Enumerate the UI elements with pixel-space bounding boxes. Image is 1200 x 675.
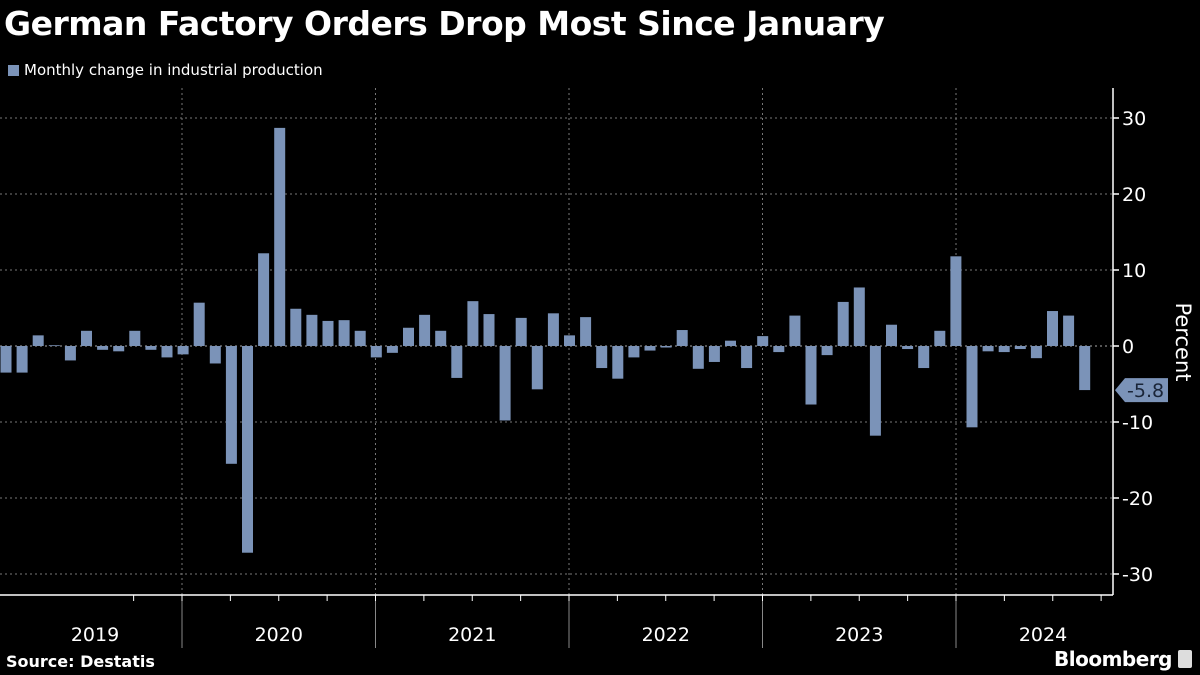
bar xyxy=(773,346,785,353)
y-tick-label: -30 xyxy=(1122,564,1153,586)
bar xyxy=(177,346,189,355)
bar xyxy=(290,308,302,346)
bar xyxy=(274,127,286,346)
bar xyxy=(483,314,495,346)
bar xyxy=(805,346,817,405)
bar xyxy=(16,346,28,373)
bar xyxy=(741,346,753,369)
bar xyxy=(708,346,720,362)
bar xyxy=(306,314,318,346)
last-value-callout xyxy=(1115,378,1168,403)
bar xyxy=(564,335,575,346)
bar xyxy=(1014,346,1026,350)
brand-name: Bloomberg xyxy=(1054,647,1172,671)
bar xyxy=(161,346,173,358)
bar xyxy=(515,317,527,346)
x-tick-label-year: 2023 xyxy=(835,624,883,646)
bar xyxy=(48,345,60,347)
bar xyxy=(193,302,205,346)
bar xyxy=(242,346,253,553)
bar xyxy=(97,346,109,350)
bar xyxy=(403,327,414,346)
y-axis-label: Percent xyxy=(1171,302,1195,381)
legend-label: Monthly change in industrial production xyxy=(24,61,323,79)
x-tick-label-year: 2019 xyxy=(71,624,119,646)
last-value-label: -5.8 xyxy=(1127,380,1164,402)
bar xyxy=(596,346,608,369)
bloomberg-logo: Bloomberg xyxy=(1054,647,1192,671)
bar xyxy=(113,346,125,352)
bar xyxy=(1030,346,1042,359)
bar xyxy=(676,330,688,346)
bar xyxy=(370,346,382,358)
legend: Monthly change in industrial production xyxy=(8,61,323,79)
bar xyxy=(660,346,672,348)
bar xyxy=(386,346,398,353)
bar xyxy=(209,346,221,364)
bar xyxy=(869,346,881,436)
bar xyxy=(499,346,511,421)
bar xyxy=(435,330,447,346)
bar xyxy=(902,346,914,350)
source-note: Source: Destatis xyxy=(6,652,155,671)
y-tick-label: 30 xyxy=(1122,108,1146,130)
bar xyxy=(1079,346,1091,391)
bar xyxy=(145,346,157,350)
x-tick-label-year: 2022 xyxy=(642,624,690,646)
bars xyxy=(0,127,1091,553)
bar xyxy=(692,346,704,369)
bar xyxy=(789,315,801,346)
bar xyxy=(918,346,930,369)
bar xyxy=(725,340,736,346)
bar xyxy=(419,314,431,346)
axes: 30 20 10 0 -10 -20 -30 2019 2020 2021 2022 2023 2024… xyxy=(0,88,1168,648)
bar xyxy=(628,346,640,358)
y-tick-label: -20 xyxy=(1122,488,1153,510)
y-tick-label: 20 xyxy=(1122,184,1146,206)
bar xyxy=(853,287,865,346)
bar xyxy=(998,346,1010,353)
bar xyxy=(129,330,141,346)
bar xyxy=(612,346,624,379)
bar xyxy=(757,336,769,346)
legend-swatch xyxy=(8,64,19,76)
bar xyxy=(81,330,92,346)
bar xyxy=(934,330,946,346)
bar xyxy=(1063,315,1075,346)
bar xyxy=(837,301,849,346)
bloomberg-chart-icon xyxy=(1178,650,1192,668)
bar xyxy=(531,346,543,390)
bar xyxy=(547,313,559,346)
bar xyxy=(580,317,592,346)
bar xyxy=(950,256,962,346)
bar xyxy=(322,320,334,346)
bar xyxy=(451,346,463,378)
bar xyxy=(64,346,76,361)
bar xyxy=(354,330,366,346)
bar xyxy=(966,346,978,428)
bar xyxy=(644,346,656,351)
bar xyxy=(225,346,237,464)
x-tick-label-year: 2021 xyxy=(448,624,496,646)
bar xyxy=(1047,311,1058,346)
x-tick-label-year: 2024 xyxy=(1019,624,1067,646)
y-tick-label: 0 xyxy=(1122,336,1134,358)
bar xyxy=(258,253,270,346)
bar xyxy=(0,346,12,373)
y-tick-label: 10 xyxy=(1122,260,1146,282)
bar xyxy=(982,346,994,352)
bar xyxy=(467,301,479,346)
bar xyxy=(32,335,44,346)
bar xyxy=(886,324,897,346)
y-tick-label: -10 xyxy=(1122,412,1153,434)
x-tick-label-year: 2020 xyxy=(255,624,303,646)
bar xyxy=(821,346,833,356)
bar xyxy=(338,320,350,346)
chart-title: German Factory Orders Drop Most Since Ja… xyxy=(4,4,885,43)
